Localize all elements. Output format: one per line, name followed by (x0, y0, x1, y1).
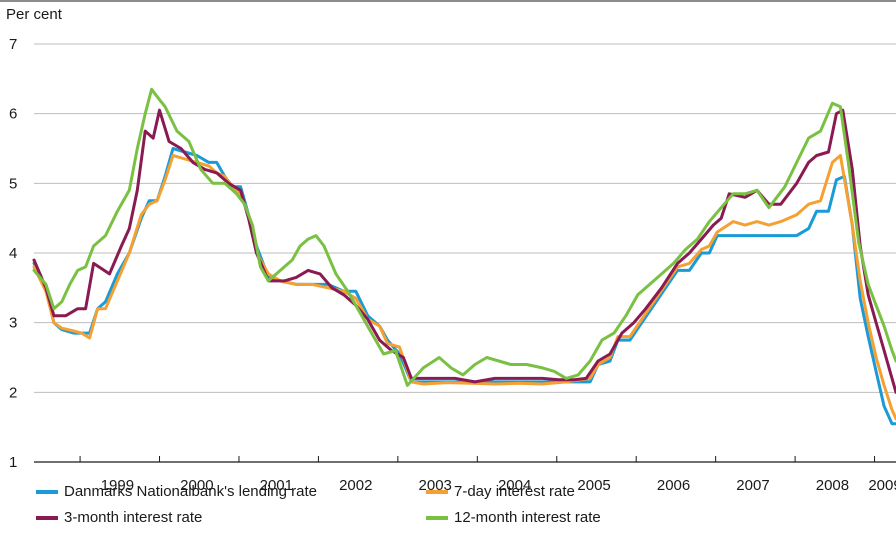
x-tick-label-2001: 2001 (260, 477, 293, 494)
x-tick-label-2006: 2006 (657, 477, 690, 494)
x-tick-label-2002: 2002 (339, 477, 372, 494)
y-tick-label-2: 2 (9, 384, 17, 401)
x-tick-label-2004: 2004 (498, 477, 531, 494)
series-line-2 (32, 108, 896, 394)
x-tick-label-2005: 2005 (577, 477, 610, 494)
y-tick-label-4: 4 (9, 245, 17, 262)
x-tick-label-2003: 2003 (419, 477, 452, 494)
x-tick-label-2007: 2007 (736, 477, 769, 494)
series-line-1 (32, 154, 896, 421)
y-tick-labels: 1 2 3 4 5 6 7 (9, 36, 17, 471)
x-tick-label-1999: 1999 (101, 477, 134, 494)
y-tick-label-5: 5 (9, 175, 17, 192)
x-tick-label-2000: 2000 (180, 477, 213, 494)
y-tick-label-1: 1 (9, 454, 17, 471)
y-tick-label-6: 6 (9, 106, 17, 123)
series-lines (32, 87, 896, 426)
grid-lines (0, 0, 896, 463)
x-tick-label-2008: 2008 (816, 477, 849, 494)
x-tick-label-2009: 2009 (868, 477, 896, 494)
y-axis-label: Per cent (6, 6, 62, 23)
y-tick-label-3: 3 (9, 315, 17, 332)
series-line-3 (32, 87, 896, 387)
y-tick-label-7: 7 (9, 36, 17, 53)
